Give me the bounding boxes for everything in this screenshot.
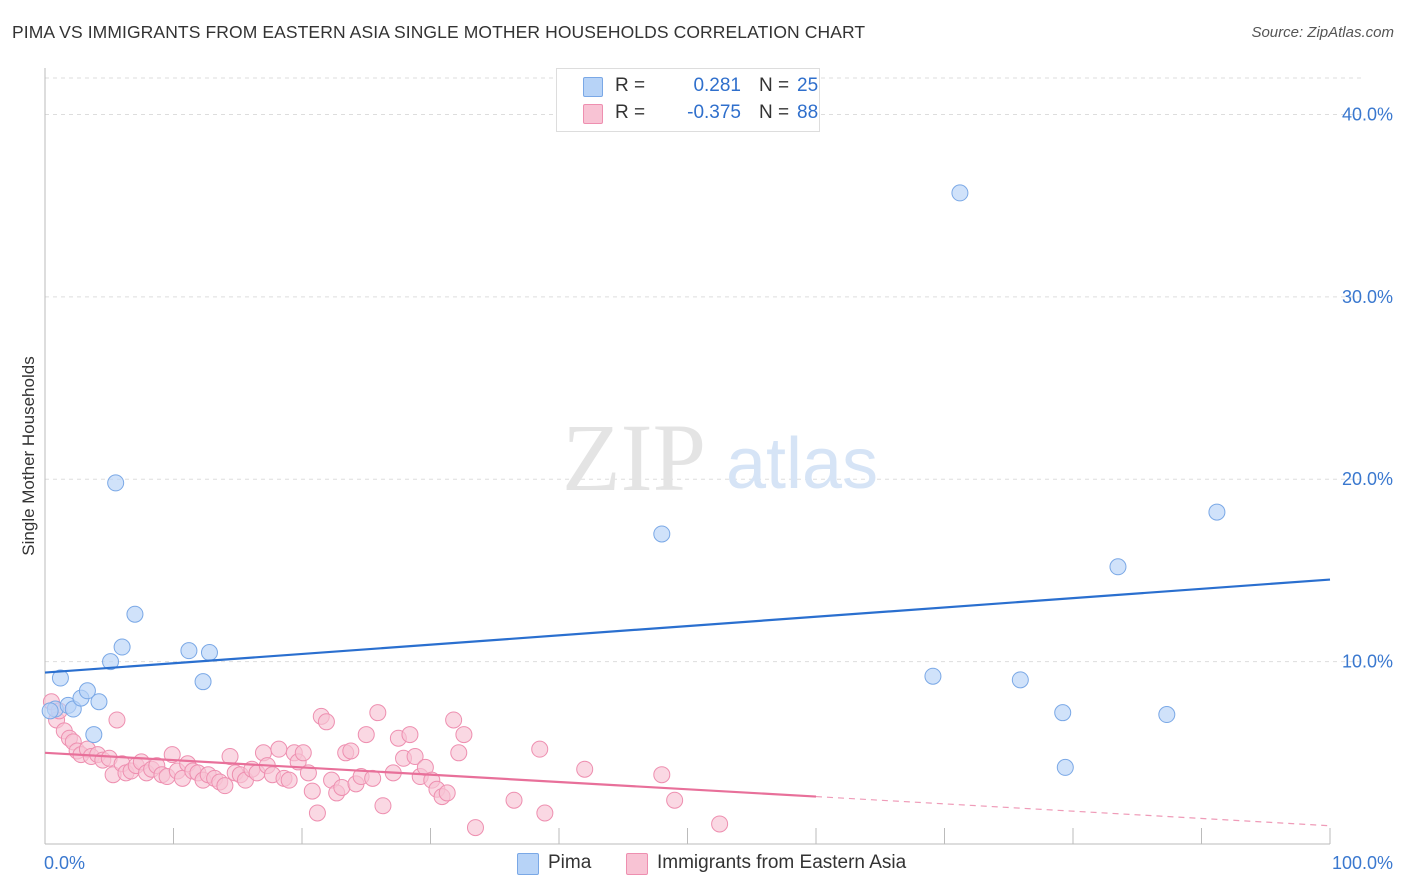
- pima-point: [78, 682, 96, 700]
- imm-point: [317, 713, 335, 731]
- bottom-imm-label: Immigrants from Eastern Asia: [657, 852, 907, 873]
- imm-point: [280, 771, 298, 789]
- imm-point: [308, 804, 326, 822]
- pima-point: [85, 726, 103, 744]
- imm-r-label: R =: [615, 102, 646, 123]
- imm-point: [369, 704, 387, 722]
- pima-point: [41, 702, 59, 720]
- imm-point: [342, 742, 360, 760]
- pima-point: [1208, 503, 1226, 521]
- imm-trend-line-extension: [815, 795, 1331, 827]
- tick-labels: 10.0% 20.0% 30.0% 40.0% 0.0% 100.0% Single Mot…: [19, 104, 1393, 873]
- imm-point: [357, 726, 375, 744]
- y-tick-label: 30.0%: [1342, 287, 1393, 307]
- imm-point: [333, 778, 351, 796]
- imm-point: [466, 819, 484, 837]
- trend-lines: [44, 578, 1331, 827]
- imm-point: [455, 726, 473, 744]
- pima-point: [1158, 706, 1176, 724]
- pima-point: [126, 605, 144, 623]
- pima-point: [90, 693, 108, 711]
- imm-point: [406, 747, 424, 765]
- pima-n-label: N =: [759, 75, 790, 96]
- imm-n-value: 88: [797, 102, 819, 123]
- data-points: [41, 184, 1226, 837]
- pima-point: [113, 638, 131, 656]
- pima-point: [194, 673, 212, 691]
- pima-point: [653, 525, 671, 543]
- imm-point: [536, 804, 554, 822]
- imm-point: [505, 791, 523, 809]
- pima-trend-line: [44, 578, 1331, 674]
- gridlines: [45, 77, 1365, 663]
- imm-point: [576, 760, 594, 778]
- pima-n-value: 25: [797, 75, 819, 96]
- stats-legend: R = 0.281 N = 25 R = -0.375 N = 88: [556, 68, 820, 132]
- watermark-atlas: atlas: [726, 424, 878, 504]
- imm-r-value: -0.375: [687, 102, 741, 123]
- imm-point: [374, 797, 392, 815]
- imm-point: [221, 747, 239, 765]
- imm-trend-line: [44, 751, 817, 798]
- pima-point: [200, 644, 218, 661]
- bottom-imm-swatch: [626, 853, 648, 875]
- imm-point: [711, 815, 729, 833]
- imm-point: [450, 744, 468, 762]
- imm-point: [108, 711, 126, 729]
- pima-point: [51, 669, 69, 687]
- x-tick-label-max: 100.0%: [1332, 853, 1393, 873]
- imm-point: [303, 782, 321, 800]
- chart-title: PIMA VS IMMIGRANTS FROM EASTERN ASIA SIN…: [12, 22, 866, 42]
- pima-r-label: R =: [615, 75, 646, 96]
- imm-swatch: [583, 104, 603, 124]
- bottom-pima-label: Pima: [548, 852, 592, 873]
- chart-source: Source: ZipAtlas.com: [1251, 24, 1394, 41]
- imm-n-label: N =: [759, 102, 790, 123]
- pima-r-value: 0.281: [693, 75, 741, 96]
- y-axis-title: Single Mother Households: [19, 356, 38, 555]
- imm-point: [216, 777, 234, 795]
- x-tick-label-min: 0.0%: [44, 853, 85, 873]
- pima-point: [102, 653, 120, 671]
- imm-point: [438, 784, 456, 802]
- imm-point: [531, 740, 549, 758]
- watermark: ZIP atlas: [562, 404, 878, 511]
- bottom-pima-swatch: [517, 853, 539, 875]
- imm-point: [163, 746, 181, 764]
- pima-point: [1109, 558, 1127, 576]
- imm-point: [666, 791, 684, 809]
- pima-point: [180, 642, 198, 660]
- pima-point: [951, 184, 969, 202]
- watermark-zip: ZIP: [562, 404, 706, 511]
- y-tick-label: 10.0%: [1342, 652, 1393, 672]
- pima-point: [1011, 671, 1029, 689]
- y-tick-label: 40.0%: [1342, 104, 1393, 124]
- pima-swatch: [583, 77, 603, 97]
- y-tick-label: 20.0%: [1342, 469, 1393, 489]
- imm-point: [401, 726, 419, 744]
- pima-point: [107, 474, 125, 492]
- imm-point: [270, 740, 288, 758]
- imm-point: [653, 766, 671, 784]
- pima-point: [1056, 758, 1074, 776]
- imm-point: [294, 744, 312, 762]
- pima-point: [1054, 704, 1072, 722]
- imm-point: [445, 711, 463, 729]
- pima-point: [924, 667, 942, 685]
